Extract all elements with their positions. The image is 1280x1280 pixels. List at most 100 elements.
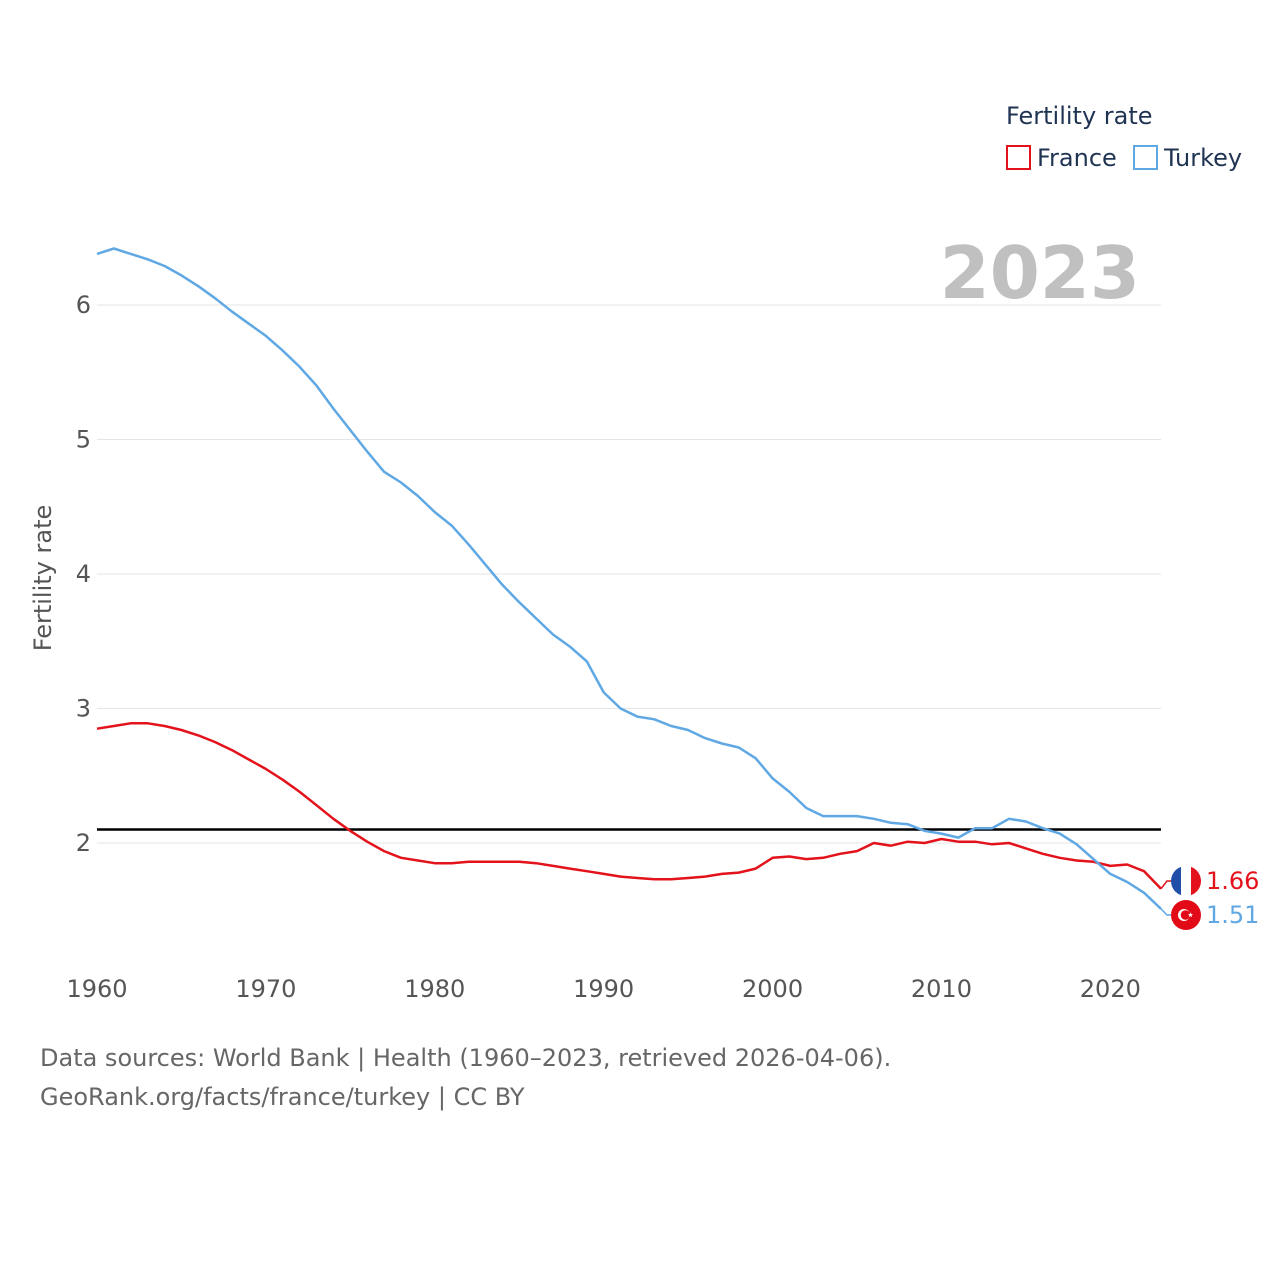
point-france-1981[interactable] — [450, 861, 454, 865]
point-france-2006[interactable] — [872, 841, 876, 845]
point-turkey-1965[interactable] — [179, 273, 183, 277]
point-france-2022[interactable] — [1142, 869, 1146, 873]
point-france-1990[interactable] — [602, 872, 606, 876]
point-turkey-2015[interactable] — [1024, 819, 1028, 823]
point-turkey-1996[interactable] — [703, 736, 707, 740]
point-france-1965[interactable] — [179, 728, 183, 732]
point-turkey-1970[interactable] — [264, 334, 268, 338]
point-france-1972[interactable] — [298, 790, 302, 794]
point-france-2017[interactable] — [1058, 856, 1062, 860]
point-france-1996[interactable] — [703, 875, 707, 879]
point-france-1983[interactable] — [483, 860, 487, 864]
point-france-1993[interactable] — [652, 877, 656, 881]
point-turkey-1985[interactable] — [517, 600, 521, 604]
point-france-2014[interactable] — [1007, 841, 1011, 845]
point-france-1994[interactable] — [669, 877, 673, 881]
point-france-2016[interactable] — [1041, 852, 1045, 856]
point-turkey-2021[interactable] — [1125, 880, 1129, 884]
point-turkey-1964[interactable] — [163, 264, 167, 268]
point-france-2013[interactable] — [990, 842, 994, 846]
point-turkey-2022[interactable] — [1142, 891, 1146, 895]
point-france-2003[interactable] — [821, 856, 825, 860]
point-turkey-2017[interactable] — [1058, 832, 1062, 836]
series-line-france[interactable] — [96, 722, 1162, 890]
point-france-2002[interactable] — [804, 857, 808, 861]
point-turkey-1987[interactable] — [551, 633, 555, 637]
point-turkey-1978[interactable] — [399, 481, 403, 485]
point-france-1960[interactable] — [95, 727, 99, 731]
point-turkey-2020[interactable] — [1108, 872, 1112, 876]
point-france-1978[interactable] — [399, 856, 403, 860]
point-france-2001[interactable] — [787, 854, 791, 858]
point-turkey-1968[interactable] — [230, 310, 234, 314]
point-turkey-2004[interactable] — [838, 814, 842, 818]
point-france-1980[interactable] — [433, 861, 437, 865]
point-turkey-1975[interactable] — [348, 428, 352, 432]
point-turkey-1979[interactable] — [416, 494, 420, 498]
point-france-1962[interactable] — [129, 721, 133, 725]
point-turkey-1995[interactable] — [686, 728, 690, 732]
point-france-2009[interactable] — [923, 841, 927, 845]
point-france-1968[interactable] — [230, 748, 234, 752]
legend-item-france[interactable]: France — [1006, 144, 1117, 172]
point-turkey-1991[interactable] — [619, 707, 623, 711]
point-france-1973[interactable] — [315, 803, 319, 807]
point-turkey-1989[interactable] — [585, 659, 589, 663]
point-turkey-1974[interactable] — [331, 407, 335, 411]
point-turkey-2014[interactable] — [1007, 817, 1011, 821]
point-france-1971[interactable] — [281, 778, 285, 782]
point-turkey-1992[interactable] — [635, 715, 639, 719]
point-france-1991[interactable] — [619, 875, 623, 879]
point-france-1977[interactable] — [382, 849, 386, 853]
point-france-1997[interactable] — [720, 872, 724, 876]
point-france-1961[interactable] — [112, 724, 116, 728]
point-turkey-2003[interactable] — [821, 814, 825, 818]
point-france-2010[interactable] — [939, 837, 943, 841]
point-turkey-1990[interactable] — [602, 690, 606, 694]
point-turkey-1994[interactable] — [669, 724, 673, 728]
point-turkey-2018[interactable] — [1075, 842, 1079, 846]
point-turkey-1961[interactable] — [112, 247, 116, 251]
point-france-2005[interactable] — [855, 849, 859, 853]
point-france-1992[interactable] — [635, 876, 639, 880]
point-turkey-1967[interactable] — [213, 296, 217, 300]
point-turkey-1969[interactable] — [247, 322, 251, 326]
point-france-2012[interactable] — [973, 840, 977, 844]
point-turkey-1977[interactable] — [382, 470, 386, 474]
point-turkey-2008[interactable] — [906, 822, 910, 826]
point-turkey-1960[interactable] — [95, 252, 99, 256]
point-turkey-2011[interactable] — [956, 836, 960, 840]
point-turkey-2005[interactable] — [855, 814, 859, 818]
point-turkey-1966[interactable] — [196, 284, 200, 288]
point-turkey-1998[interactable] — [737, 746, 741, 750]
point-turkey-1972[interactable] — [298, 365, 302, 369]
point-turkey-1983[interactable] — [483, 563, 487, 567]
point-turkey-1981[interactable] — [450, 524, 454, 528]
point-france-2011[interactable] — [956, 840, 960, 844]
point-france-1967[interactable] — [213, 740, 217, 744]
point-france-1970[interactable] — [264, 767, 268, 771]
point-france-2020[interactable] — [1108, 864, 1112, 868]
point-turkey-1997[interactable] — [720, 741, 724, 745]
point-turkey-2010[interactable] — [939, 832, 943, 836]
point-turkey-2016[interactable] — [1041, 826, 1045, 830]
point-france-2000[interactable] — [771, 856, 775, 860]
point-france-1969[interactable] — [247, 758, 251, 762]
point-france-1986[interactable] — [534, 861, 538, 865]
point-turkey-1962[interactable] — [129, 252, 133, 256]
point-france-2004[interactable] — [838, 852, 842, 856]
point-france-2021[interactable] — [1125, 863, 1129, 867]
point-turkey-2013[interactable] — [990, 826, 994, 830]
legend-item-turkey[interactable]: Turkey — [1133, 144, 1242, 172]
point-france-1964[interactable] — [163, 724, 167, 728]
point-turkey-1993[interactable] — [652, 717, 656, 721]
point-turkey-2001[interactable] — [787, 790, 791, 794]
point-france-1975[interactable] — [348, 829, 352, 833]
series-france[interactable] — [95, 721, 1163, 890]
point-france-1982[interactable] — [467, 860, 471, 864]
point-turkey-2012[interactable] — [973, 826, 977, 830]
point-turkey-1963[interactable] — [146, 257, 150, 261]
point-turkey-1973[interactable] — [315, 384, 319, 388]
series-turkey[interactable] — [95, 247, 1163, 911]
point-france-1987[interactable] — [551, 864, 555, 868]
